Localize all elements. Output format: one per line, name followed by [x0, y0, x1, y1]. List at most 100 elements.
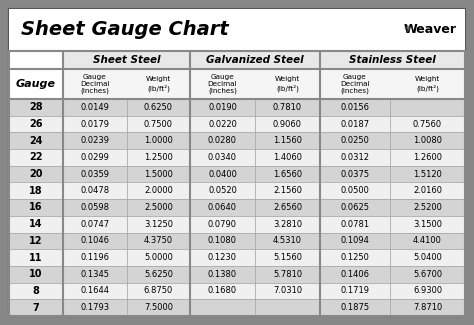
Text: 0.0500: 0.0500 — [340, 186, 369, 195]
Text: Gauge
Decimal
(inches): Gauge Decimal (inches) — [208, 73, 237, 95]
Bar — [63, 51, 190, 69]
Text: 0.0375: 0.0375 — [340, 170, 370, 179]
Bar — [9, 9, 465, 51]
Text: 0.7500: 0.7500 — [144, 120, 173, 129]
Text: 28: 28 — [29, 102, 43, 112]
Text: 0.0220: 0.0220 — [208, 120, 237, 129]
Text: 3.1500: 3.1500 — [413, 220, 442, 229]
Text: 5.7810: 5.7810 — [273, 270, 302, 279]
Text: 0.1230: 0.1230 — [208, 253, 237, 262]
Text: 4.4100: 4.4100 — [413, 236, 442, 245]
Text: 1.5000: 1.5000 — [144, 170, 173, 179]
Text: 6.9300: 6.9300 — [413, 286, 442, 295]
Bar — [9, 233, 465, 249]
Text: 5.0000: 5.0000 — [144, 253, 173, 262]
Text: 0.0400: 0.0400 — [208, 170, 237, 179]
Text: 3.1250: 3.1250 — [144, 220, 173, 229]
Text: 0.0625: 0.0625 — [340, 203, 370, 212]
Bar — [9, 166, 465, 182]
Text: 2.0160: 2.0160 — [413, 186, 442, 195]
Text: 0.1793: 0.1793 — [81, 303, 109, 312]
Text: 0.1196: 0.1196 — [81, 253, 109, 262]
Bar — [190, 51, 320, 69]
Text: Sheet Gauge Chart: Sheet Gauge Chart — [21, 20, 229, 39]
Text: 26: 26 — [29, 119, 43, 129]
Text: Gauge: Gauge — [16, 79, 56, 89]
Text: Weight
(lb/ft²): Weight (lb/ft²) — [275, 76, 300, 92]
Text: Weight
(lb/ft²): Weight (lb/ft²) — [146, 76, 171, 92]
Text: 24: 24 — [29, 136, 43, 146]
Text: 0.0340: 0.0340 — [208, 153, 237, 162]
Bar — [9, 299, 465, 316]
Bar — [9, 99, 465, 116]
Text: 2.1560: 2.1560 — [273, 186, 302, 195]
Text: 0.0312: 0.0312 — [340, 153, 370, 162]
Text: 4.5310: 4.5310 — [273, 236, 302, 245]
Text: 8: 8 — [33, 286, 39, 296]
Text: 1.1560: 1.1560 — [273, 136, 302, 145]
Text: 7.5000: 7.5000 — [144, 303, 173, 312]
Text: 0.0747: 0.0747 — [81, 220, 109, 229]
Text: 0.1875: 0.1875 — [340, 303, 370, 312]
Text: 14: 14 — [29, 219, 43, 229]
Text: 3.2810: 3.2810 — [273, 220, 302, 229]
Text: 0.1046: 0.1046 — [81, 236, 109, 245]
Text: 0.1680: 0.1680 — [208, 286, 237, 295]
Text: 0.0790: 0.0790 — [208, 220, 237, 229]
Text: 0.1080: 0.1080 — [208, 236, 237, 245]
Text: 0.0359: 0.0359 — [81, 170, 109, 179]
Text: 0.0280: 0.0280 — [208, 136, 237, 145]
Text: 0.0520: 0.0520 — [208, 186, 237, 195]
Text: 0.9060: 0.9060 — [273, 120, 302, 129]
Bar — [9, 199, 465, 216]
Text: 0.0179: 0.0179 — [81, 120, 109, 129]
Bar — [9, 182, 465, 199]
Bar — [9, 149, 465, 166]
Text: 0.1380: 0.1380 — [208, 270, 237, 279]
Text: 0.0239: 0.0239 — [81, 136, 109, 145]
Text: Gauge
Decimal
(inches): Gauge Decimal (inches) — [340, 73, 370, 95]
Text: 1.6560: 1.6560 — [273, 170, 302, 179]
Text: 1.4060: 1.4060 — [273, 153, 302, 162]
Text: 0.7560: 0.7560 — [413, 120, 442, 129]
Bar — [9, 249, 465, 266]
Text: 5.1560: 5.1560 — [273, 253, 302, 262]
Text: 0.0190: 0.0190 — [208, 103, 237, 112]
Text: 0.1345: 0.1345 — [81, 270, 109, 279]
Text: 16: 16 — [29, 202, 43, 213]
Text: 12: 12 — [29, 236, 43, 246]
Text: 1.2500: 1.2500 — [144, 153, 173, 162]
Text: 0.0149: 0.0149 — [81, 103, 109, 112]
Text: 1.2600: 1.2600 — [413, 153, 442, 162]
Text: 18: 18 — [29, 186, 43, 196]
Text: 0.0250: 0.0250 — [340, 136, 369, 145]
Text: 2.0000: 2.0000 — [144, 186, 173, 195]
Bar — [9, 283, 465, 299]
Text: 5.6700: 5.6700 — [413, 270, 442, 279]
Text: 0.0640: 0.0640 — [208, 203, 237, 212]
Text: 5.0400: 5.0400 — [413, 253, 442, 262]
Text: 7.0310: 7.0310 — [273, 286, 302, 295]
Text: 7.8710: 7.8710 — [413, 303, 442, 312]
Text: Weaver: Weaver — [404, 23, 457, 36]
Text: 10: 10 — [29, 269, 43, 279]
Bar — [9, 51, 63, 99]
Text: 0.0781: 0.0781 — [340, 220, 370, 229]
Text: Stainless Steel: Stainless Steel — [349, 55, 436, 65]
Bar — [9, 116, 465, 132]
Bar — [190, 69, 320, 99]
Text: Weight
(lb/ft²): Weight (lb/ft²) — [415, 76, 440, 92]
Bar — [9, 266, 465, 283]
Text: 1.0080: 1.0080 — [413, 136, 442, 145]
Bar — [63, 69, 190, 99]
Text: 2.5200: 2.5200 — [413, 203, 442, 212]
Text: 11: 11 — [29, 253, 43, 263]
Text: 0.0478: 0.0478 — [81, 186, 109, 195]
Bar — [320, 69, 465, 99]
Text: 7: 7 — [33, 303, 39, 313]
Bar — [320, 51, 465, 69]
Text: 4.3750: 4.3750 — [144, 236, 173, 245]
Text: 0.0598: 0.0598 — [81, 203, 109, 212]
Text: 0.1250: 0.1250 — [340, 253, 369, 262]
Text: 0.6250: 0.6250 — [144, 103, 173, 112]
